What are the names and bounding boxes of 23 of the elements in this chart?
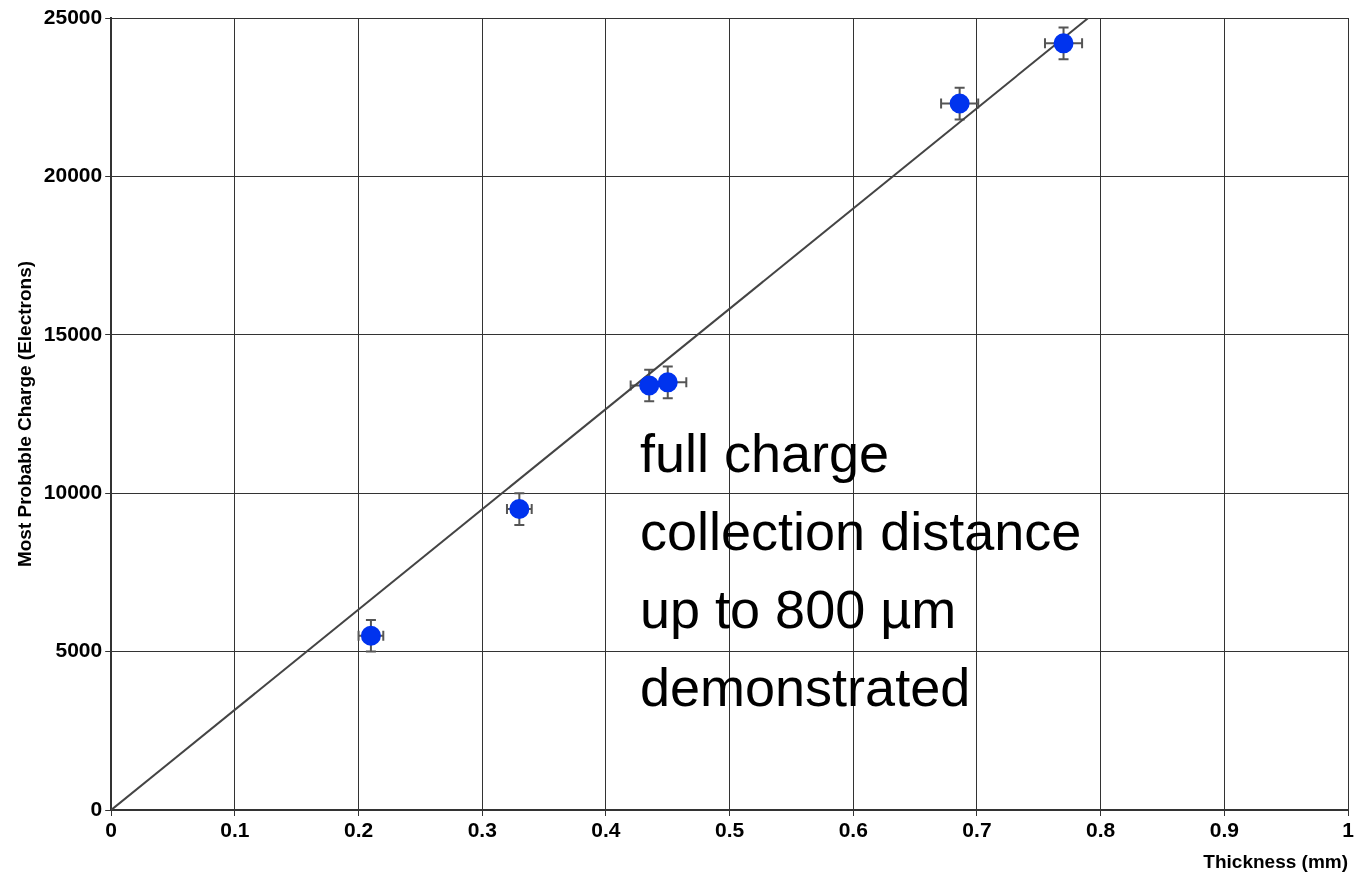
y-tick-label: 25000 bbox=[43, 4, 103, 28]
x-tick-label: 0.9 bbox=[1209, 818, 1239, 842]
point bbox=[639, 375, 660, 396]
x-axis-title: Thickness (mm) bbox=[1203, 850, 1348, 872]
point bbox=[657, 372, 678, 393]
point bbox=[1053, 33, 1074, 54]
point bbox=[949, 93, 970, 114]
x-tick-label: 0.7 bbox=[962, 818, 992, 842]
x-tick-label: 0.8 bbox=[1086, 818, 1116, 842]
x-tick-label: 0.3 bbox=[467, 818, 497, 842]
y-axis-title: Most Probable Charge (Electrons) bbox=[13, 260, 35, 568]
x-tick-label: 0.1 bbox=[220, 818, 250, 842]
y-tick-label: 0 bbox=[90, 796, 103, 820]
y-tick-label: 5000 bbox=[55, 638, 103, 662]
x-tick-label: 0.5 bbox=[715, 818, 745, 842]
x-tick-label: 1 bbox=[1342, 818, 1355, 842]
x-tick-label: 0.4 bbox=[591, 818, 621, 842]
y-tick-label: 10000 bbox=[43, 480, 103, 503]
y-tick-label: 15000 bbox=[43, 321, 103, 345]
y-tick-label: 20000 bbox=[43, 163, 103, 187]
x-tick-label: 0.2 bbox=[343, 818, 374, 842]
x-tick-label: 0 bbox=[105, 818, 118, 842]
x-tick-label: 0.6 bbox=[838, 818, 868, 842]
